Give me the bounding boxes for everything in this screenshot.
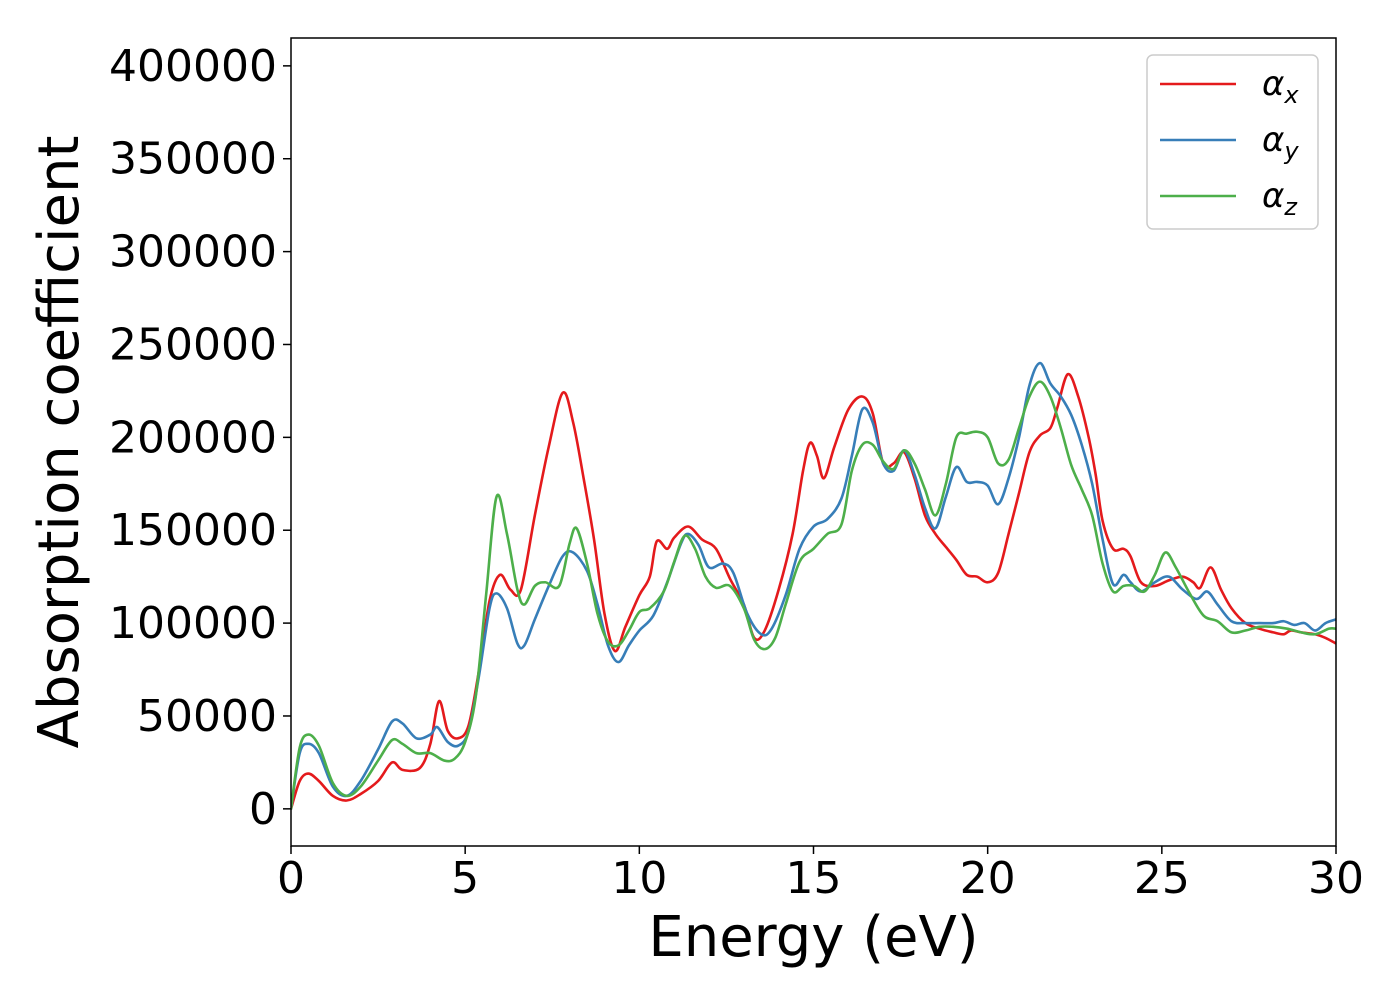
legend-label-y: αy (1262, 120, 1299, 165)
x-tick-label: 15 (786, 853, 842, 904)
x-axis: 0 5 10 15 20 25 30 (277, 846, 1364, 904)
series-layer (291, 361, 1336, 811)
y-tick-label: 50000 (137, 691, 277, 742)
y-tick-label: 100000 (109, 598, 277, 649)
y-tick-label: 300000 (109, 227, 277, 278)
y-tick-label: 400000 (109, 41, 277, 92)
y-tick-label: 0 (249, 784, 277, 835)
x-axis-title: Energy (eV) (648, 905, 978, 970)
series-line-z (291, 380, 1336, 811)
y-tick-label: 250000 (109, 319, 277, 370)
legend-label-z: αz (1262, 176, 1298, 221)
legend: αx αy αz (1146, 54, 1319, 230)
legend-box (1146, 54, 1319, 230)
x-tick-label: 30 (1308, 853, 1364, 904)
y-tick-label: 150000 (109, 505, 277, 556)
x-tick-label: 20 (960, 853, 1016, 904)
x-tick-label: 5 (451, 853, 479, 904)
x-tick-label: 0 (277, 853, 305, 904)
y-tick-label: 200000 (109, 412, 277, 463)
legend-label-x: αx (1262, 64, 1299, 109)
x-tick-label: 25 (1134, 853, 1190, 904)
y-tick-label: 350000 (109, 134, 277, 185)
x-tick-label: 10 (611, 853, 667, 904)
y-axis-title: Absorption coefficient (27, 136, 92, 749)
y-axis: 0 50000 100000 150000 200000 250000 300000 3500… (109, 41, 291, 835)
